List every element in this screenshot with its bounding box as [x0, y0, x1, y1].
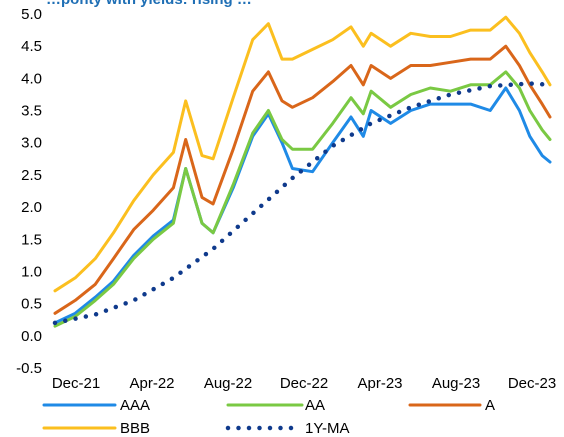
y-tick-label: 4.5 [21, 38, 42, 55]
y-tick-label: -0.5 [16, 360, 42, 377]
y-tick-label: 1.0 [21, 263, 42, 280]
legend-label-bbb: BBB [120, 420, 150, 437]
x-tick-label: Dec-23 [508, 375, 556, 392]
series-line-bbb [53, 15, 552, 293]
x-tick-label: Apr-23 [357, 375, 402, 392]
chart-title: …ponty with yields: rising … [46, 0, 252, 9]
legend-label-aa: AA [305, 397, 325, 414]
y-tick-label: 1.5 [21, 231, 42, 248]
y-axis: -0.5 0.0 0.5 1.0 1.5 2.0 2.5 3.0 3.5 4.0 4.5 5.0 [16, 6, 42, 377]
y-tick-label: 2.0 [21, 199, 42, 216]
x-axis: Dec-21 Apr-22 Aug-22 Dec-22 Apr-23 Aug-23 Dec-… [52, 375, 556, 392]
series-line-aaa [53, 86, 552, 325]
x-tick-label: Aug-23 [432, 375, 480, 392]
y-tick-label: 4.0 [21, 70, 42, 87]
series-line-a [53, 44, 552, 315]
x-tick-label: Apr-22 [129, 375, 174, 392]
legend-label-a: A [485, 397, 495, 414]
y-tick-label: 0.5 [21, 296, 42, 313]
x-tick-label: Dec-22 [280, 375, 328, 392]
y-tick-label: 2.5 [21, 167, 42, 184]
y-tick-label: 3.5 [21, 103, 42, 120]
y-tick-label: 3.0 [21, 135, 42, 152]
y-tick-label: 5.0 [21, 6, 42, 23]
legend-label-aaa: AAA [120, 397, 150, 414]
x-tick-label: Aug-22 [204, 375, 252, 392]
x-tick-label: Dec-21 [52, 375, 100, 392]
legend-label-1y-ma: 1Y-MA [305, 420, 349, 437]
y-tick-label: 0.0 [21, 328, 42, 345]
series-line-1y-ma [52, 81, 553, 326]
series-line-aa [53, 70, 552, 328]
series-lines [52, 15, 553, 328]
